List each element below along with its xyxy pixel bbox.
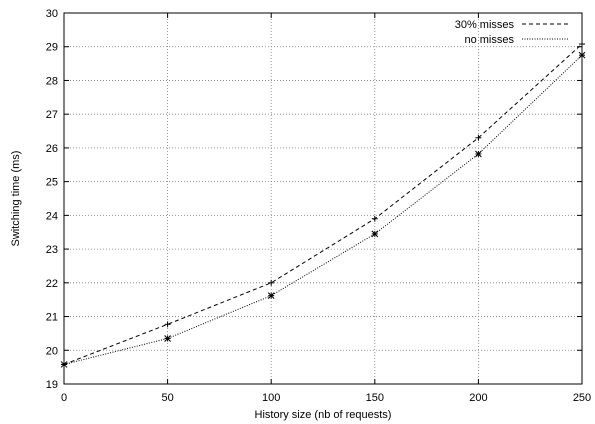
data-point [579,41,585,48]
legend-label: 30% misses [455,19,515,31]
grid [64,13,582,384]
series-line [63,43,583,365]
marker-stroke [164,335,171,342]
y-tick-label: 19 [46,379,58,391]
data-point [475,134,482,141]
y-tick-label: 30 [46,8,58,20]
plot-series [60,41,586,368]
axes: 19 20 21 22 23 24 25 26 27 28 29 30 0 50 100 150 200 250 [46,8,591,404]
series-thirty-percent-misses [61,41,585,368]
y-tick-label: 28 [46,75,58,87]
x-tick-label: 250 [573,392,591,404]
y-tick-label: 29 [46,42,58,54]
x-tick-label: 100 [262,392,280,404]
series-line [63,54,583,365]
marker-stroke [578,51,586,59]
data-point [267,292,275,299]
data-point [60,361,68,368]
legend-label: no misses [464,34,514,46]
y-tick-label: 22 [46,278,58,290]
x-tick-label: 50 [161,392,173,404]
y-tick-label: 21 [46,312,58,324]
y-tick-label: 23 [46,244,58,256]
x-tick-label: 150 [366,392,384,404]
x-tick-label: 0 [61,392,67,404]
data-point [164,335,171,342]
y-tick-label: 26 [46,143,58,155]
y-tick-label: 27 [46,109,58,121]
data-point [371,215,378,222]
data-point [578,51,586,59]
y-tick-label: 24 [46,210,58,222]
data-point [268,279,275,286]
marker-stroke [60,361,68,368]
marker-stroke [475,150,482,158]
plot-frame [63,12,583,385]
y-tick-label: 20 [46,345,58,357]
marker-stroke [371,230,379,238]
data-point [475,150,482,158]
x-axis-title: History size (nb of requests) [255,409,392,421]
data-point [371,230,379,238]
x-tick-label: 200 [469,392,487,404]
y-axis-title: Switching time (ms) [10,151,22,247]
data-point [164,321,171,328]
legend: 30% misses no misses [455,19,568,46]
marker-stroke [267,292,275,299]
y-tick-label: 25 [46,177,58,189]
series-no-misses [60,51,586,368]
